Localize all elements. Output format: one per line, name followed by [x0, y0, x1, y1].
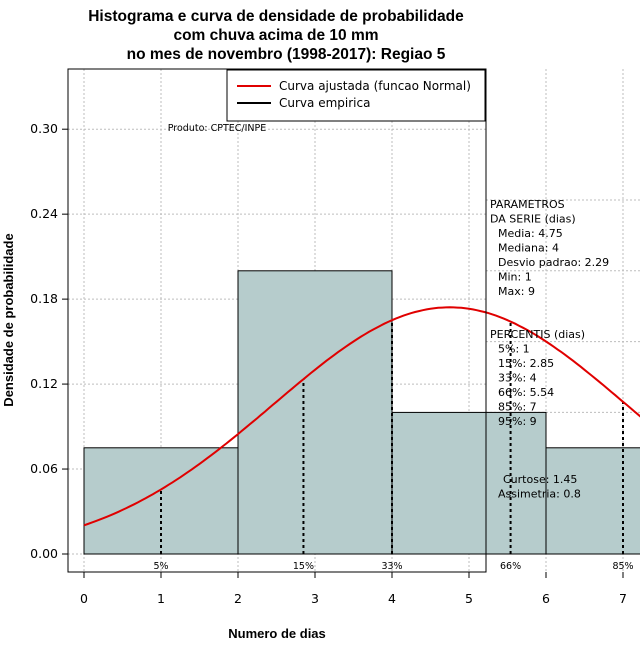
y-tick-label: 0.30: [30, 121, 58, 136]
percentile-lines: 5%15%33%66%85%95%: [153, 320, 634, 572]
histogram-bar: [237, 270, 393, 555]
title-line-2: com chuva acima de 10 mm: [173, 27, 378, 44]
y-tick-label: 0.24: [30, 206, 58, 221]
legend-label-fitted: Curva ajustada (funcao Normal): [279, 79, 471, 93]
histogram-bar: [391, 411, 547, 555]
x-tick-label: 1: [157, 591, 165, 606]
chart-title: Histograma e curva de densidade de proba…: [88, 8, 464, 63]
normal-curve: [83, 306, 640, 527]
bars: [83, 270, 640, 555]
legend-box: [226, 69, 486, 122]
percentile-stat-line: 5%: 1: [498, 343, 530, 356]
shape-stat-line: Assimetria: 0.8: [498, 488, 581, 501]
percentile-label: 66%: [500, 561, 521, 572]
percentile-stat-line: 15%: 2.85: [498, 357, 554, 370]
legend: Curva ajustada (funcao Normal) Curva emp…: [226, 69, 486, 122]
y-tick-label: 0.06: [30, 461, 58, 476]
y-tick-label: 0.00: [30, 546, 58, 561]
axes: 01234567890.000.060.120.180.240.30: [30, 121, 627, 606]
x-tick-label: 5: [465, 591, 473, 606]
param-line: DA SERIE (dias): [490, 213, 576, 226]
param-line: Min: 1: [498, 271, 532, 284]
param-line: Max: 9: [498, 285, 535, 298]
plot-frame: [67, 68, 487, 573]
histogram-bar: [545, 447, 640, 555]
x-tick-label: 3: [311, 591, 319, 606]
y-tick-label: 0.18: [30, 291, 58, 306]
x-tick-label: 0: [80, 591, 88, 606]
percentile-stat-line: PERCENTIS (dias): [490, 328, 585, 341]
histogram-bar: [83, 447, 239, 555]
shape-stat-line: Curtose: 1.45: [503, 473, 577, 486]
title-line-1: Histograma e curva de densidade de proba…: [88, 8, 464, 25]
x-tick-label: 6: [542, 591, 550, 606]
percentile-stat-line: 95%: 9: [498, 415, 537, 428]
title-line-3: no mes de novembro (1998-2017): Regiao 5: [127, 46, 446, 63]
percentile-label: 15%: [293, 561, 314, 572]
stats-panel: PARAMETROS DA SERIE (dias)Media: 4.75 Medi…: [490, 198, 609, 501]
x-tick-label: 7: [619, 591, 627, 606]
param-line: Media: 4.75: [498, 227, 563, 240]
percentile-label: 5%: [153, 561, 168, 572]
percentile-stat-line: 85%: 7: [498, 401, 537, 414]
percentile-stat-line: 33%: 4: [498, 372, 537, 385]
percentile-label: 33%: [381, 561, 402, 572]
produto-label: Produto: CPTEC/INPE: [168, 123, 267, 134]
y-tick-label: 0.12: [30, 376, 58, 391]
percentile-label: 85%: [612, 561, 633, 572]
param-line: Desvio padrao: 2.29: [498, 256, 609, 269]
y-axis-label: Densidade de probabilidade: [1, 233, 16, 406]
x-tick-label: 2: [234, 591, 242, 606]
legend-label-empirical: Curva empirica: [279, 96, 370, 110]
percentile-stat-line: 66%: 5.54: [498, 386, 554, 399]
x-tick-label: 4: [388, 591, 396, 606]
x-axis-label: Numero de dias: [228, 626, 326, 641]
param-line: Mediana: 4: [498, 242, 559, 255]
param-line: PARAMETROS: [490, 198, 565, 211]
